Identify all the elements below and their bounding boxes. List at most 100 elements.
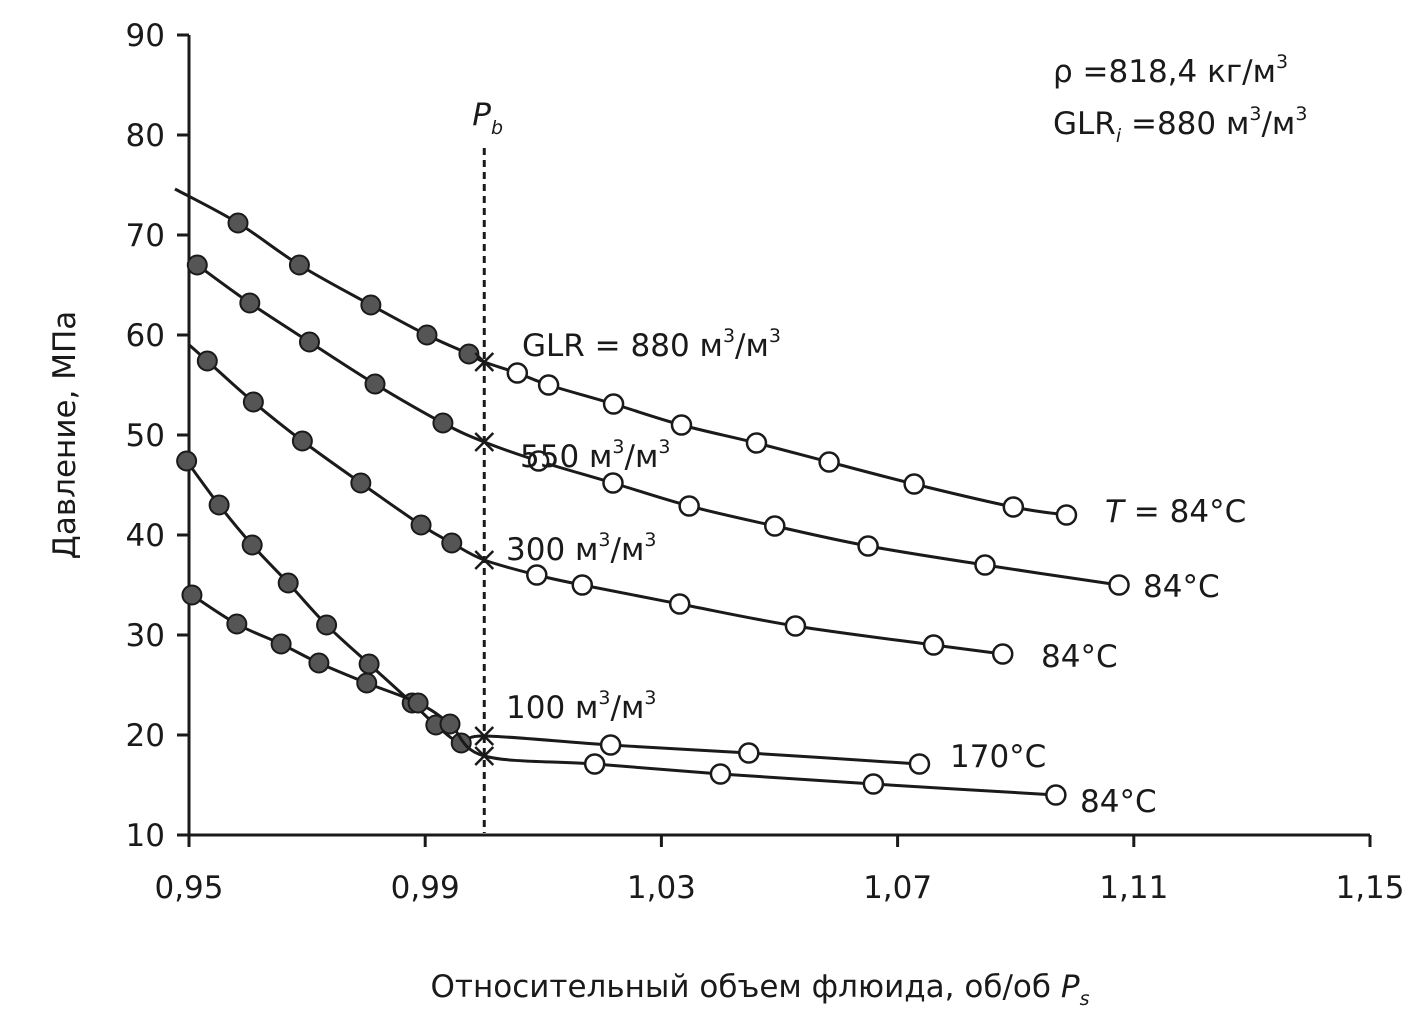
data-point-filled: [450, 732, 472, 754]
curve-label-glr-300-mid: /м: [611, 532, 645, 568]
data-point-filled: [308, 652, 330, 674]
data-point-open: [764, 515, 786, 537]
x-axis-title: Относительный объем флюида, об/об Ps: [431, 969, 1090, 1010]
y-tick-label: 50: [126, 418, 165, 454]
data-point-filled: [410, 514, 432, 536]
data-point-filled: [316, 614, 338, 636]
data-point-open: [1002, 496, 1025, 518]
data-point-filled: [364, 373, 386, 395]
data-point-open: [602, 393, 625, 415]
data-point-filled: [439, 713, 461, 735]
curve-label-glr-100-sup1: 3: [598, 687, 610, 709]
data-point-open: [668, 593, 691, 615]
data-point-filled: [291, 430, 313, 452]
bubble-point-marker: [474, 746, 495, 766]
data-point-open: [599, 734, 622, 756]
y-tick-label: 40: [126, 518, 165, 554]
temp-label-series-4-value: 84: [1080, 784, 1119, 820]
data-point-open: [818, 451, 840, 473]
density-label: ρ =818,4 кг/м3: [1053, 51, 1288, 90]
x-axis-title-text: Относительный объем флюида, об/об: [431, 969, 1051, 1005]
y-tick-label: 10: [126, 818, 165, 854]
data-point-open: [738, 742, 760, 764]
y-ticks: 10 20 30 40 50 60 70 80 90: [126, 18, 189, 854]
curve-label-glr-880-sup1: 3: [723, 325, 735, 347]
curve-label-glr-550-sup1: 3: [612, 436, 624, 458]
data-point-open: [1108, 574, 1130, 596]
temp-label-series-1: 84°C: [1143, 569, 1220, 605]
curve-label-glr-300-sup2: 3: [644, 529, 656, 551]
series-0: [174, 187, 1078, 526]
glr-initial-label: GLRi =880 м3/м3: [1053, 103, 1307, 147]
data-point-open: [709, 763, 732, 785]
data-point-filled: [176, 450, 198, 472]
data-point-open: [857, 535, 879, 557]
glr-sup-1: 3: [1249, 103, 1261, 125]
temp-label-series-3-unit: °C: [1009, 739, 1046, 775]
data-point-filled: [241, 534, 263, 556]
data-point-filled: [196, 350, 218, 372]
temp-label-series-1-value: 84: [1143, 569, 1182, 605]
curve-label-glr-880: GLR = 880 м3/м3: [522, 325, 781, 364]
data-point-filled: [356, 672, 378, 694]
temp-label-series-2: 84°C: [1041, 639, 1118, 675]
curve-label-glr-550-sup2: 3: [658, 436, 670, 458]
data-point-open: [527, 450, 550, 472]
curve-label-glr-100-sup2: 3: [644, 687, 656, 709]
temp-label-series-2-unit: °C: [1080, 639, 1117, 675]
curve-label-glr-300-main: 300 м: [506, 532, 598, 568]
x-tick-label: 1,11: [1099, 870, 1168, 906]
temp-label-series-0-unit: °C: [1209, 494, 1246, 530]
density-text: ρ =818,4 кг/м: [1053, 54, 1276, 90]
temp-label-series-0-value: = 84: [1124, 494, 1209, 530]
data-point-open: [537, 374, 560, 396]
data-point-open: [862, 773, 885, 795]
data-point-open: [506, 362, 529, 384]
y-tick-label: 90: [126, 18, 165, 54]
curve-label-glr-880-mid: /м: [735, 328, 769, 364]
curve-label-glr-880-main: GLR = 880 м: [522, 328, 723, 364]
curve-label-glr-550-mid: /м: [625, 439, 659, 475]
data-point-open: [1055, 504, 1078, 526]
bubble-point-marker: [474, 550, 495, 570]
data-point-filled: [360, 294, 382, 316]
bubble-point-marker: [474, 726, 495, 746]
curve-label-glr-100-main: 100 м: [506, 690, 598, 726]
data-point-filled: [350, 472, 372, 494]
data-point-open: [678, 495, 700, 517]
y-tick-label: 70: [126, 218, 165, 254]
y-tick-label: 60: [126, 318, 165, 354]
data-point-filled: [458, 343, 480, 365]
data-point-open: [602, 472, 624, 494]
data-point-open: [922, 634, 945, 656]
data-point-open: [526, 564, 548, 586]
glr-mid: /м: [1261, 106, 1295, 142]
curve-label-glr-100-mid: /м: [611, 690, 645, 726]
data-point-filled: [226, 613, 248, 635]
data-point-open: [1045, 784, 1067, 806]
data-point-filled: [242, 391, 264, 413]
density-sup: 3: [1276, 51, 1288, 73]
bubble-point-marker: [474, 432, 495, 452]
temp-label-series-2-value: 84: [1041, 639, 1080, 675]
data-point-filled: [227, 212, 249, 234]
x-tick-label: 0,99: [391, 870, 460, 906]
data-point-filled: [270, 633, 292, 655]
data-point-filled: [416, 324, 438, 346]
series-4: [181, 584, 1067, 806]
series-2: [188, 343, 1014, 665]
glr-text: =880 м: [1121, 106, 1249, 142]
x-tick-label: 0,95: [154, 870, 223, 906]
series-3: [176, 450, 931, 775]
data-point-filled: [186, 254, 208, 276]
temp-label-series-3: 170°C: [950, 739, 1046, 775]
data-point-open: [745, 432, 768, 454]
data-point-filled: [298, 331, 320, 353]
curve-label-glr-100: 100 м3/м3: [506, 687, 656, 726]
bubble-point-label: Pb: [472, 97, 503, 139]
bubble-point-label-sub: b: [491, 117, 503, 139]
data-point-open: [583, 753, 606, 775]
series-layer: [174, 187, 1130, 806]
x-tick-label: 1,07: [863, 870, 932, 906]
temp-label-series-4: 84°C: [1080, 784, 1157, 820]
